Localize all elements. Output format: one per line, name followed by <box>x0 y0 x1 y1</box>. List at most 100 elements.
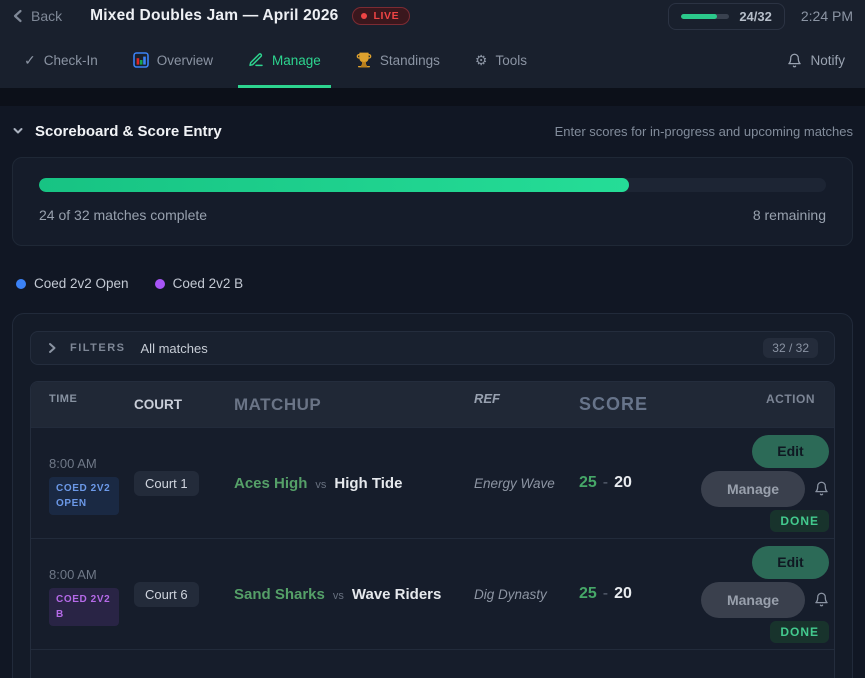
division-legend: Coed 2v2 Open Coed 2v2 B <box>16 276 849 291</box>
tab-label: Standings <box>379 52 440 68</box>
matchup-cell: Aces High vs High Tide <box>234 475 474 492</box>
col-action: ACTION <box>766 392 815 406</box>
tab-tools[interactable]: ⚙ Tools <box>465 32 537 88</box>
time-cell: 8:00 AM COED 2V2 B <box>49 539 134 649</box>
filters-count-badge: 32 / 32 <box>763 338 818 358</box>
tab-label: Manage <box>272 52 321 68</box>
table-row: 8:00 AM COED 2V2 OPEN Court 1 Aces High v… <box>31 427 834 538</box>
clock: 2:24 PM <box>800 8 853 24</box>
header-progress-fill <box>681 13 718 19</box>
chevron-right-icon <box>49 343 56 353</box>
chevron-left-icon <box>13 9 22 23</box>
gear-icon: ⚙ <box>474 52 488 68</box>
table-row: Edit <box>31 649 834 678</box>
progress-card: 24 of 32 matches complete 8 remaining <box>12 157 853 246</box>
col-court: COURT <box>134 397 182 412</box>
separator-band <box>0 88 865 106</box>
pencil-icon <box>249 53 263 67</box>
tab-check-in[interactable]: ✓ Check-In <box>14 32 108 88</box>
bell-icon[interactable] <box>814 592 829 607</box>
action-cell: Edit Manage DONE <box>701 539 834 649</box>
table-row: 8:00 AM COED 2V2 B Court 6 Sand Sharks vs… <box>31 538 834 649</box>
score-separator: - <box>602 585 609 602</box>
filters-bar[interactable]: FILTERS All matches 32 / 32 <box>30 331 835 365</box>
bar-chart-icon <box>132 52 149 68</box>
vs-label: vs <box>315 478 327 491</box>
score-b: 20 <box>614 474 632 491</box>
score-a: 25 <box>579 585 597 602</box>
division-badge: COED 2V2 OPEN <box>49 477 119 515</box>
header-progress-label: 24/32 <box>739 8 772 24</box>
manage-button[interactable]: Manage <box>701 470 805 507</box>
table-header: TIME COURT MATCHUP REF SCORE ACTION <box>31 382 834 427</box>
team-b-name: High Tide <box>334 474 403 492</box>
matchup-cell: Sand Sharks vs Wave Riders <box>234 586 474 603</box>
section-header: Scoreboard & Score Entry Enter scores fo… <box>12 108 853 154</box>
score-a: 25 <box>579 474 597 491</box>
action-cell: Edit <box>701 650 834 678</box>
progress-complete-text: 24 of 32 matches complete <box>39 207 208 223</box>
page-title: Mixed Doubles Jam — April 2026 <box>90 7 339 24</box>
team-a-name: Sand Sharks <box>234 585 325 603</box>
notify-button[interactable]: Notify <box>781 32 851 88</box>
division-badge: COED 2V2 B <box>49 588 119 626</box>
matches-table: TIME COURT MATCHUP REF SCORE ACTION 8:00… <box>30 381 835 678</box>
edit-button[interactable]: Edit <box>752 545 829 579</box>
col-time: TIME <box>49 393 78 405</box>
tab-manage[interactable]: Manage <box>238 32 331 88</box>
court-cell: Court 1 <box>134 470 234 496</box>
court-chip: Court 6 <box>134 581 199 607</box>
match-time: 8:00 AM <box>49 567 97 582</box>
chevron-down-icon[interactable] <box>12 125 24 137</box>
progress-fill <box>39 178 630 192</box>
progress-meta: 24 of 32 matches complete 8 remaining <box>39 207 826 223</box>
live-label: LIVE <box>373 10 400 22</box>
status-badge: DONE <box>770 620 829 643</box>
legend-item-open: Coed 2v2 Open <box>16 276 129 291</box>
score-cell: 25-20 <box>579 585 701 603</box>
score-separator: - <box>602 474 609 491</box>
notify-label: Notify <box>810 52 845 68</box>
manage-button[interactable]: Manage <box>701 581 805 618</box>
tab-overview[interactable]: Overview <box>123 32 223 88</box>
tab-standings[interactable]: Standings <box>346 32 450 88</box>
match-time: 8:00 AM <box>49 456 97 471</box>
progress-remaining-text: 8 remaining <box>752 207 826 223</box>
edit-button[interactable]: Edit <box>752 434 829 468</box>
tab-label: Check-In <box>43 52 98 68</box>
section-subtitle: Enter scores for in-progress and upcomin… <box>554 123 853 139</box>
main-content: Scoreboard & Score Entry Enter scores fo… <box>0 108 865 678</box>
time-cell <box>49 650 134 678</box>
team-a-name: Aces High <box>234 474 308 492</box>
legend-item-b: Coed 2v2 B <box>154 276 244 291</box>
col-ref: REF <box>474 391 500 406</box>
ref-cell: Dig Dynasty <box>474 586 547 602</box>
section-title: Scoreboard & Score Entry <box>35 122 222 140</box>
matches-card: FILTERS All matches 32 / 32 TIME COURT M… <box>12 313 853 678</box>
action-cell: Edit Manage DONE <box>701 428 834 538</box>
trophy-icon <box>356 52 372 68</box>
live-dot-icon <box>361 13 368 19</box>
legend-dot-icon <box>154 278 165 289</box>
vs-label: vs <box>332 589 344 602</box>
tab-bar: ✓ Check-In Overview Manage Standings <box>0 32 865 88</box>
status-badge: DONE <box>770 509 829 532</box>
manage-row: Manage <box>701 581 829 618</box>
filters-value: All matches <box>140 340 208 356</box>
bell-icon <box>788 53 802 67</box>
filters-label: FILTERS <box>70 342 126 354</box>
col-score: SCORE <box>579 394 649 414</box>
tab-label: Tools <box>495 52 527 68</box>
manage-row: Manage <box>701 470 829 507</box>
live-badge: LIVE <box>352 7 411 25</box>
time-cell: 8:00 AM COED 2V2 OPEN <box>49 428 134 538</box>
tab-label: Overview <box>156 52 214 68</box>
top-bar: Back Mixed Doubles Jam — April 2026 LIVE… <box>0 0 865 88</box>
back-button[interactable]: Back <box>12 8 62 24</box>
bell-icon[interactable] <box>814 481 829 496</box>
legend-label: Coed 2v2 Open <box>34 276 129 291</box>
legend-label: Coed 2v2 B <box>172 276 244 291</box>
score-b: 20 <box>614 585 632 602</box>
score-cell: 25-20 <box>579 474 701 492</box>
check-icon: ✓ <box>24 52 36 68</box>
